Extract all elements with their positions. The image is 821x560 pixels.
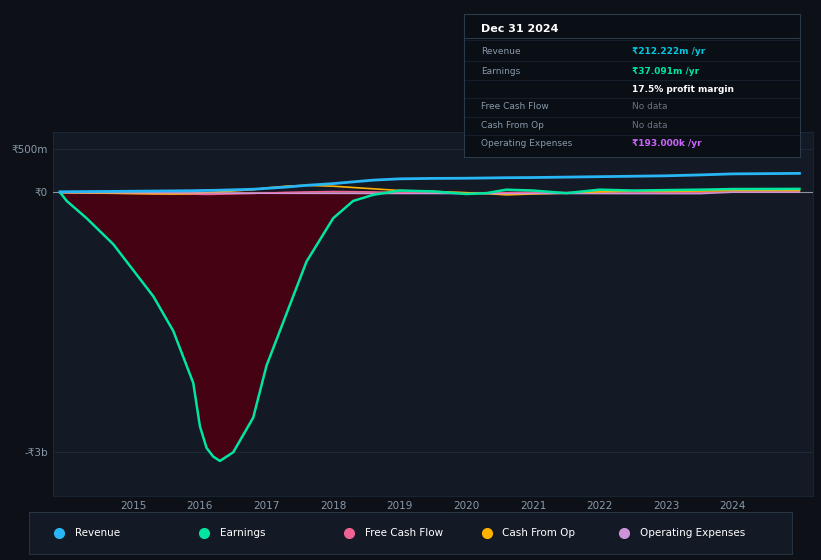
Text: Revenue: Revenue — [75, 529, 120, 538]
Text: Dec 31 2024: Dec 31 2024 — [481, 24, 558, 34]
Text: Cash From Op: Cash From Op — [502, 529, 576, 538]
Text: Operating Expenses: Operating Expenses — [640, 529, 745, 538]
Text: No data: No data — [632, 102, 667, 111]
Text: Free Cash Flow: Free Cash Flow — [481, 102, 548, 111]
Text: Earnings: Earnings — [220, 529, 265, 538]
Text: Cash From Op: Cash From Op — [481, 121, 544, 130]
Text: No data: No data — [632, 121, 667, 130]
Text: Revenue: Revenue — [481, 46, 521, 55]
Text: ₹37.091m /yr: ₹37.091m /yr — [632, 67, 699, 76]
Text: Operating Expenses: Operating Expenses — [481, 139, 572, 148]
Text: 17.5% profit margin: 17.5% profit margin — [632, 85, 734, 94]
Text: Earnings: Earnings — [481, 67, 520, 76]
Text: ₹212.222m /yr: ₹212.222m /yr — [632, 46, 705, 55]
Text: Free Cash Flow: Free Cash Flow — [365, 529, 443, 538]
Text: ₹193.000k /yr: ₹193.000k /yr — [632, 139, 702, 148]
